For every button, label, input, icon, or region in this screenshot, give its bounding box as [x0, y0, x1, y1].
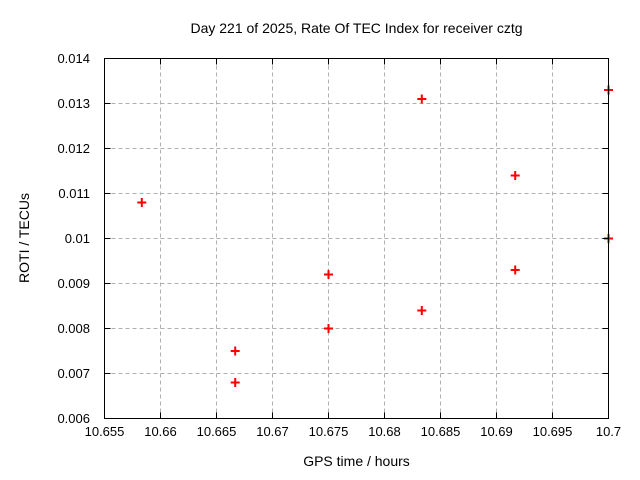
- y-tick-label: 0.014: [57, 51, 90, 66]
- y-tick-label: 0.012: [57, 141, 90, 156]
- chart-title: Day 221 of 2025, Rate Of TEC Index for r…: [190, 20, 523, 36]
- x-tick-label: 10.685: [421, 424, 461, 439]
- data-points: [137, 85, 613, 387]
- data-point-marker: [324, 270, 333, 279]
- data-point-marker: [324, 324, 333, 333]
- x-tick-label: 10.68: [368, 424, 401, 439]
- x-tick-label: 10.7: [596, 424, 621, 439]
- y-tick-label: 0.013: [57, 96, 90, 111]
- y-tick-label: 0.01: [65, 231, 90, 246]
- x-tick-label: 10.695: [533, 424, 573, 439]
- y-tick-label: 0.006: [57, 411, 90, 426]
- data-point-marker: [137, 198, 147, 207]
- plot-border-and-ticks: [104, 58, 609, 419]
- data-point-marker: [417, 306, 427, 315]
- x-tick-label: 10.665: [197, 424, 237, 439]
- y-tick-label: 0.009: [57, 276, 90, 291]
- x-tick-label: 10.655: [85, 424, 125, 439]
- data-point-marker: [417, 94, 427, 104]
- data-point-marker: [510, 265, 520, 275]
- x-tick-labels: 10.655 10.66 10.665 10.67 10.675 10.68 10.685 1…: [85, 424, 622, 439]
- x-axis-label: GPS time / hours: [303, 453, 410, 469]
- x-tick-label: 10.67: [256, 424, 289, 439]
- y-tick-label: 0.008: [57, 321, 90, 336]
- data-point-marker: [510, 171, 520, 180]
- y-tick-label: 0.011: [58, 186, 90, 201]
- data-point-marker: [230, 378, 240, 387]
- y-tick-labels: 0.006 0.007 0.008 0.009 0.01 0.011 0.012 0.013 0…: [57, 51, 90, 426]
- data-point-marker: [230, 346, 240, 356]
- grid-lines: [104, 58, 609, 419]
- x-tick-label: 10.66: [144, 424, 177, 439]
- y-tick-label: 0.007: [57, 366, 90, 381]
- x-tick-label: 10.675: [309, 424, 349, 439]
- x-tick-label: 10.69: [480, 424, 513, 439]
